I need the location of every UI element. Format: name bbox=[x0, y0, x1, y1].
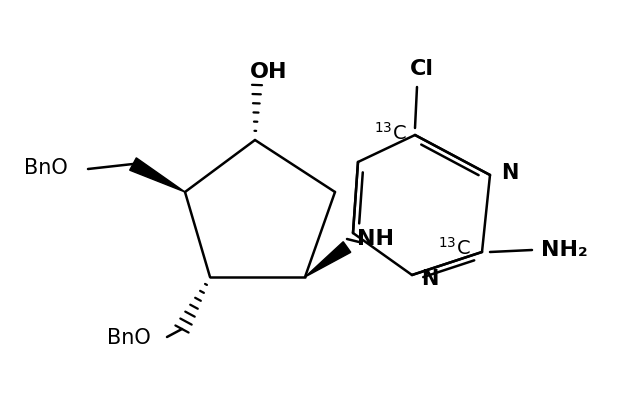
Text: N: N bbox=[501, 163, 519, 183]
Text: NH₂: NH₂ bbox=[541, 240, 587, 260]
Text: BnO: BnO bbox=[107, 328, 151, 348]
Text: $^{13}$C: $^{13}$C bbox=[374, 122, 406, 144]
Text: BnO: BnO bbox=[24, 158, 68, 178]
Polygon shape bbox=[305, 242, 351, 277]
Text: $^{13}$C: $^{13}$C bbox=[438, 237, 470, 259]
Text: Cl: Cl bbox=[410, 59, 434, 79]
Text: N: N bbox=[422, 269, 439, 289]
Polygon shape bbox=[130, 158, 185, 192]
Text: OH: OH bbox=[251, 62, 288, 82]
Text: NH: NH bbox=[357, 229, 394, 249]
